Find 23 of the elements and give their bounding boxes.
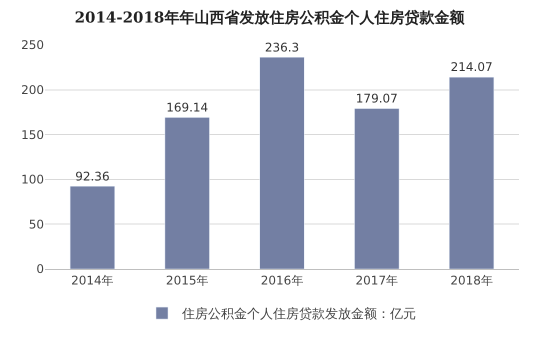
- y-tick-label: 250: [21, 38, 44, 52]
- text: 92.36: [75, 169, 110, 184]
- bar: [354, 108, 400, 269]
- y-tick-label: 50: [28, 217, 44, 232]
- x-tick-label: 2017年: [356, 273, 398, 288]
- chart-title: 2014-2018年年山西省发放住房公积金个人住房贷款金额: [74, 8, 466, 26]
- text: 169.14: [166, 100, 208, 114]
- text: 179.07: [356, 92, 398, 106]
- legend-label: 住房公积金个人住房贷款发放金额：亿元: [181, 306, 416, 322]
- bar: [164, 117, 210, 269]
- bar: [70, 186, 115, 269]
- x-tick-label: 2018年: [450, 273, 493, 288]
- x-tick-label: 2014年: [71, 273, 114, 288]
- y-tick-label: 0: [36, 262, 44, 276]
- x-tick-label: 2016年: [260, 273, 304, 288]
- bar: [259, 57, 305, 269]
- bar: [449, 76, 494, 269]
- y-tick-label: 100: [21, 172, 44, 187]
- x-tick-label: 2015年: [166, 273, 208, 288]
- text: 214.07: [450, 60, 493, 74]
- y-tick-label: 200: [21, 83, 44, 97]
- y-tick-label: 150: [21, 128, 44, 142]
- text: 236.3: [264, 40, 300, 54]
